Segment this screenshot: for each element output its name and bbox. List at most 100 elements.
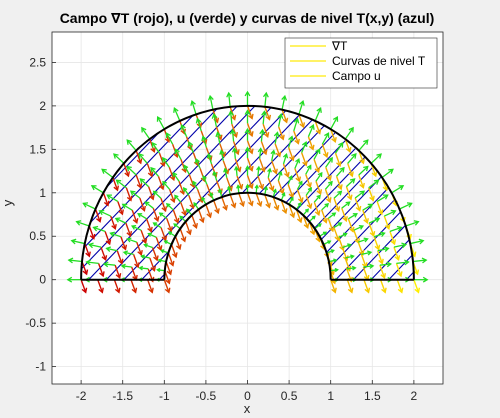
u-arrow (277, 170, 283, 181)
gradient-arrow-shaft (262, 123, 269, 137)
gradient-arrow-head (364, 287, 371, 294)
u-arrow-shaft (173, 223, 181, 230)
u-arrow-shaft (99, 210, 111, 217)
u-arrow (114, 217, 127, 224)
u-arrow-head (261, 110, 267, 116)
u-arrow (287, 175, 293, 185)
gradient-arrow-head (363, 218, 369, 225)
gradient-arrow-head (230, 114, 237, 121)
gradient-arrow (277, 180, 285, 195)
u-arrow-shaft (174, 195, 182, 203)
gradient-arrow-head (105, 239, 112, 246)
u-arrow (330, 267, 339, 273)
u-arrow (160, 249, 169, 254)
gradient-arrow (140, 229, 148, 245)
gradient-arrow-shaft (185, 221, 191, 235)
u-arrow-head (327, 180, 333, 186)
u-arrow-shaft (193, 202, 200, 210)
gradient-arrow-shaft (131, 266, 137, 280)
gradient-arrow (313, 201, 321, 217)
u-arrow (130, 224, 142, 231)
u-arrow-shaft (389, 226, 402, 232)
u-arrow-head (231, 147, 238, 153)
gradient-arrow-head (275, 151, 282, 158)
gradient-arrow (110, 215, 117, 230)
u-arrow-head (90, 185, 97, 191)
gradient-arrow (347, 163, 354, 178)
gradient-arrow-shaft (246, 192, 253, 206)
u-arrow (209, 191, 215, 201)
gradient-arrow-head (322, 152, 329, 159)
u-arrow (120, 263, 132, 269)
gradient-arrow (104, 231, 112, 246)
u-arrow-head (403, 259, 410, 266)
u-arrow-head (67, 257, 74, 264)
gradient-arrow-shaft (113, 279, 120, 293)
u-arrow-head (369, 263, 375, 269)
u-arrow-shaft (368, 179, 379, 189)
u-arrow-head (338, 141, 344, 148)
gradient-arrow (255, 193, 263, 208)
gradient-arrow-shaft (413, 279, 420, 293)
gradient-arrow (272, 196, 280, 211)
u-arrow-head (85, 259, 92, 266)
u-arrow-shaft (201, 197, 207, 205)
u-arrow (346, 265, 357, 271)
gradient-arrow (238, 193, 245, 208)
u-arrow-head (218, 188, 223, 193)
gradient-arrow (376, 201, 384, 216)
gradient-arrow-head (101, 255, 108, 262)
u-arrow-head (226, 185, 232, 191)
u-arrow-shaft (294, 158, 300, 169)
x-tick-label: 0 (244, 389, 251, 403)
u-arrow (157, 258, 167, 263)
u-arrow-head (316, 194, 321, 200)
u-arrow-shaft (188, 141, 194, 153)
gradient-arrow-shaft (197, 209, 204, 223)
gradient-arrow (246, 175, 254, 190)
u-arrow-head (327, 240, 332, 245)
u-arrow-shaft (347, 153, 357, 164)
gradient-arrow-head (186, 229, 192, 236)
u-arrow-head (121, 203, 128, 209)
u-arrow-head (363, 139, 369, 145)
gradient-arrow-head (381, 287, 387, 294)
u-arrow-shaft (235, 166, 238, 177)
u-arrow (194, 158, 201, 169)
u-arrow-head (152, 190, 158, 196)
u-arrow (201, 135, 207, 148)
gradient-arrow-shaft (353, 229, 360, 244)
u-arrow-shaft (288, 136, 293, 148)
u-arrow-head (254, 184, 259, 189)
gradient-arrow-head (268, 185, 275, 192)
contour-line (388, 255, 413, 281)
x-tick-label: -1.5 (112, 389, 133, 403)
gradient-arrow-head (147, 226, 153, 233)
gradient-arrow-head (303, 223, 310, 229)
u-arrow-shaft (315, 172, 323, 182)
u-arrow-shaft (313, 195, 321, 203)
gradient-arrow (305, 195, 313, 210)
u-arrow (167, 231, 176, 237)
gradient-arrow-head (147, 171, 154, 178)
gradient-arrow (307, 136, 315, 151)
gradient-arrow (353, 229, 361, 245)
u-arrow (163, 240, 172, 245)
u-arrow-shaft (330, 116, 338, 130)
u-arrow-head (215, 131, 222, 138)
gradient-arrow-shaft (255, 193, 262, 207)
u-arrow-shaft (202, 175, 208, 185)
chart-title: Campo ∇T (rojo), u (verde) y curvas de n… (60, 10, 435, 26)
x-tick-label: 2 (411, 389, 418, 403)
y-tick-label: -1 (35, 360, 46, 374)
u-arrow-head (288, 175, 293, 180)
u-arrow (174, 194, 182, 203)
gradient-arrow (174, 236, 182, 251)
u-arrow-shaft (296, 181, 303, 190)
gradient-arrow (333, 198, 341, 213)
u-arrow-shaft (122, 203, 133, 211)
u-arrow (201, 196, 207, 205)
gradient-arrow-head (282, 117, 289, 124)
gradient-arrow-shaft (287, 184, 294, 198)
